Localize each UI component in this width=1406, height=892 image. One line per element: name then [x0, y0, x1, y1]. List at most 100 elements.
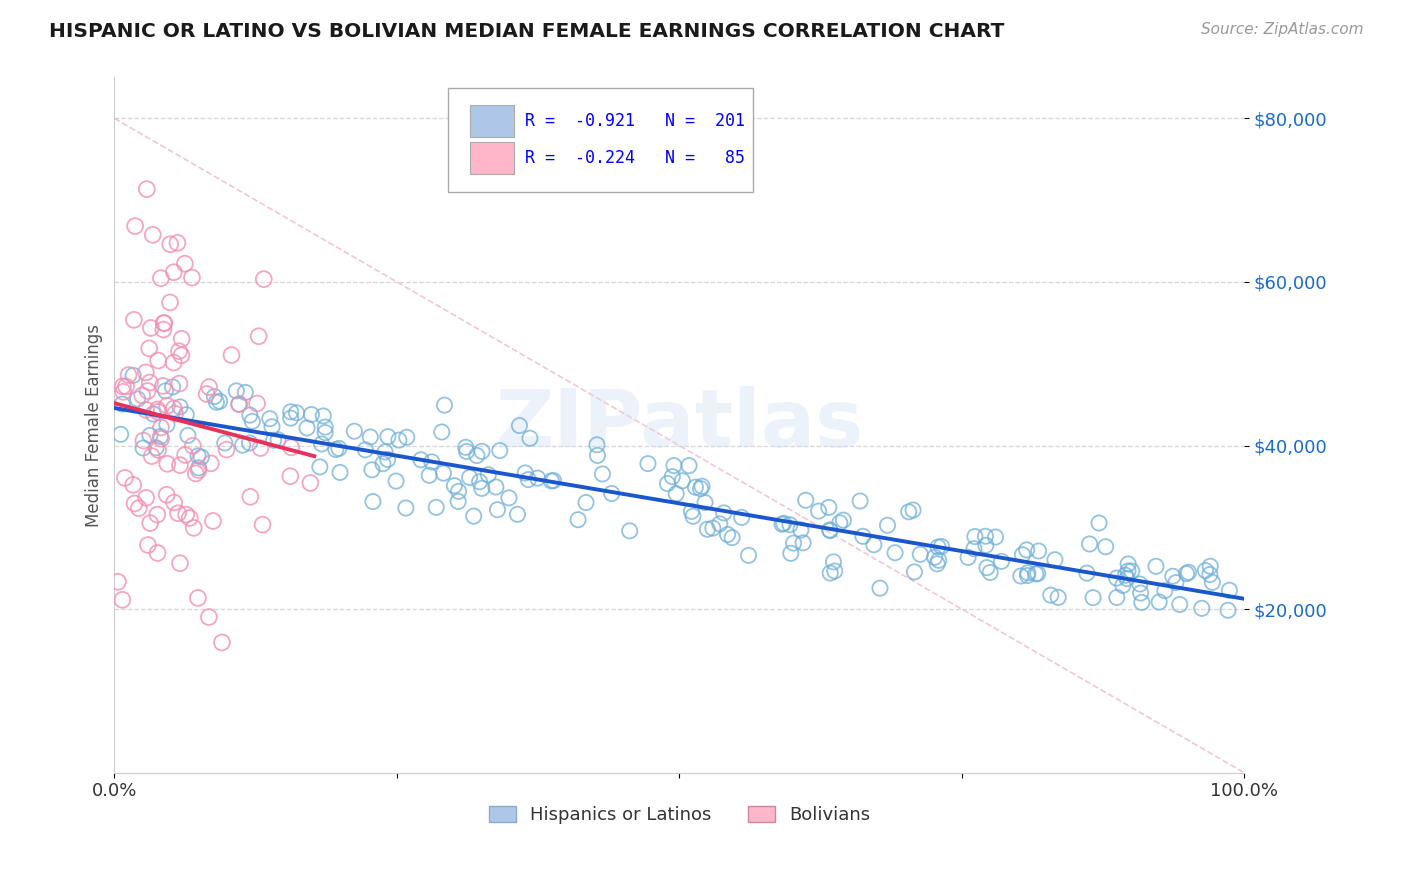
Point: [515, 466, 537, 480]
Point: [146, 402, 169, 417]
Point: [152, 316, 174, 330]
Point: [139, 376, 162, 390]
Point: [485, 480, 508, 494]
Point: [486, 502, 509, 516]
Point: [409, 453, 432, 467]
Point: [1028, 544, 1050, 558]
Point: [824, 564, 846, 578]
Point: [146, 508, 169, 522]
Point: [447, 494, 470, 508]
Point: [267, 433, 290, 447]
Point: [910, 547, 932, 561]
Point: [832, 513, 855, 527]
Point: [665, 487, 688, 501]
Point: [567, 513, 589, 527]
Point: [661, 469, 683, 483]
Point: [471, 482, 494, 496]
Point: [124, 496, 146, 510]
Point: [1094, 540, 1116, 554]
Point: [259, 411, 281, 425]
Point: [963, 541, 986, 556]
Point: [465, 449, 488, 463]
Point: [122, 368, 145, 383]
Point: [818, 523, 841, 537]
Point: [807, 504, 830, 518]
Point: [156, 488, 179, 502]
Point: [187, 591, 209, 605]
Point: [637, 457, 659, 471]
Point: [388, 433, 411, 447]
Point: [111, 397, 134, 411]
Point: [152, 322, 174, 336]
Point: [817, 500, 839, 515]
Point: [1161, 569, 1184, 583]
Point: [1129, 586, 1152, 600]
Point: [790, 523, 813, 537]
Point: [928, 553, 950, 567]
Point: [974, 538, 997, 552]
Point: [591, 467, 613, 481]
Point: [187, 460, 209, 475]
Point: [1175, 566, 1198, 581]
Point: [225, 384, 247, 398]
Point: [1011, 548, 1033, 562]
Point: [1199, 559, 1222, 574]
Text: R =  -0.224   N =   85: R = -0.224 N = 85: [524, 149, 745, 167]
Point: [246, 396, 269, 410]
Point: [214, 436, 236, 450]
Point: [308, 459, 330, 474]
Point: [1017, 568, 1039, 582]
Point: [957, 550, 980, 565]
Point: [696, 522, 718, 536]
Point: [162, 380, 184, 394]
Point: [737, 549, 759, 563]
Point: [456, 444, 478, 458]
Point: [1130, 595, 1153, 609]
Point: [927, 540, 949, 554]
Point: [184, 467, 207, 481]
Point: [139, 428, 162, 442]
Point: [458, 470, 481, 484]
Point: [1043, 552, 1066, 566]
Point: [146, 442, 169, 457]
Point: [153, 316, 176, 330]
Point: [716, 527, 738, 541]
Point: [477, 467, 499, 482]
Point: [128, 501, 150, 516]
Point: [200, 456, 222, 470]
Point: [314, 425, 336, 440]
Point: [107, 574, 129, 589]
Point: [425, 500, 447, 515]
Point: [1129, 577, 1152, 591]
Point: [156, 457, 179, 471]
Point: [278, 469, 301, 483]
Point: [211, 635, 233, 649]
Point: [149, 420, 172, 434]
Point: [979, 566, 1001, 580]
Point: [177, 428, 200, 442]
Point: [1081, 591, 1104, 605]
Point: [433, 398, 456, 412]
Point: [1025, 566, 1047, 581]
Point: [233, 385, 256, 400]
Point: [1191, 601, 1213, 615]
Point: [263, 434, 285, 448]
Point: [173, 257, 195, 271]
Point: [963, 530, 986, 544]
Point: [311, 437, 333, 451]
Point: [205, 395, 228, 409]
Point: [325, 442, 347, 457]
Point: [145, 441, 167, 455]
Point: [228, 397, 250, 411]
Point: [678, 458, 700, 473]
Point: [1177, 566, 1199, 580]
Point: [187, 463, 209, 477]
Point: [232, 438, 254, 452]
Point: [818, 524, 841, 538]
Point: [519, 431, 541, 445]
Point: [1088, 516, 1111, 530]
Point: [828, 516, 851, 530]
Point: [135, 491, 157, 505]
Point: [690, 479, 713, 493]
Point: [377, 452, 399, 467]
